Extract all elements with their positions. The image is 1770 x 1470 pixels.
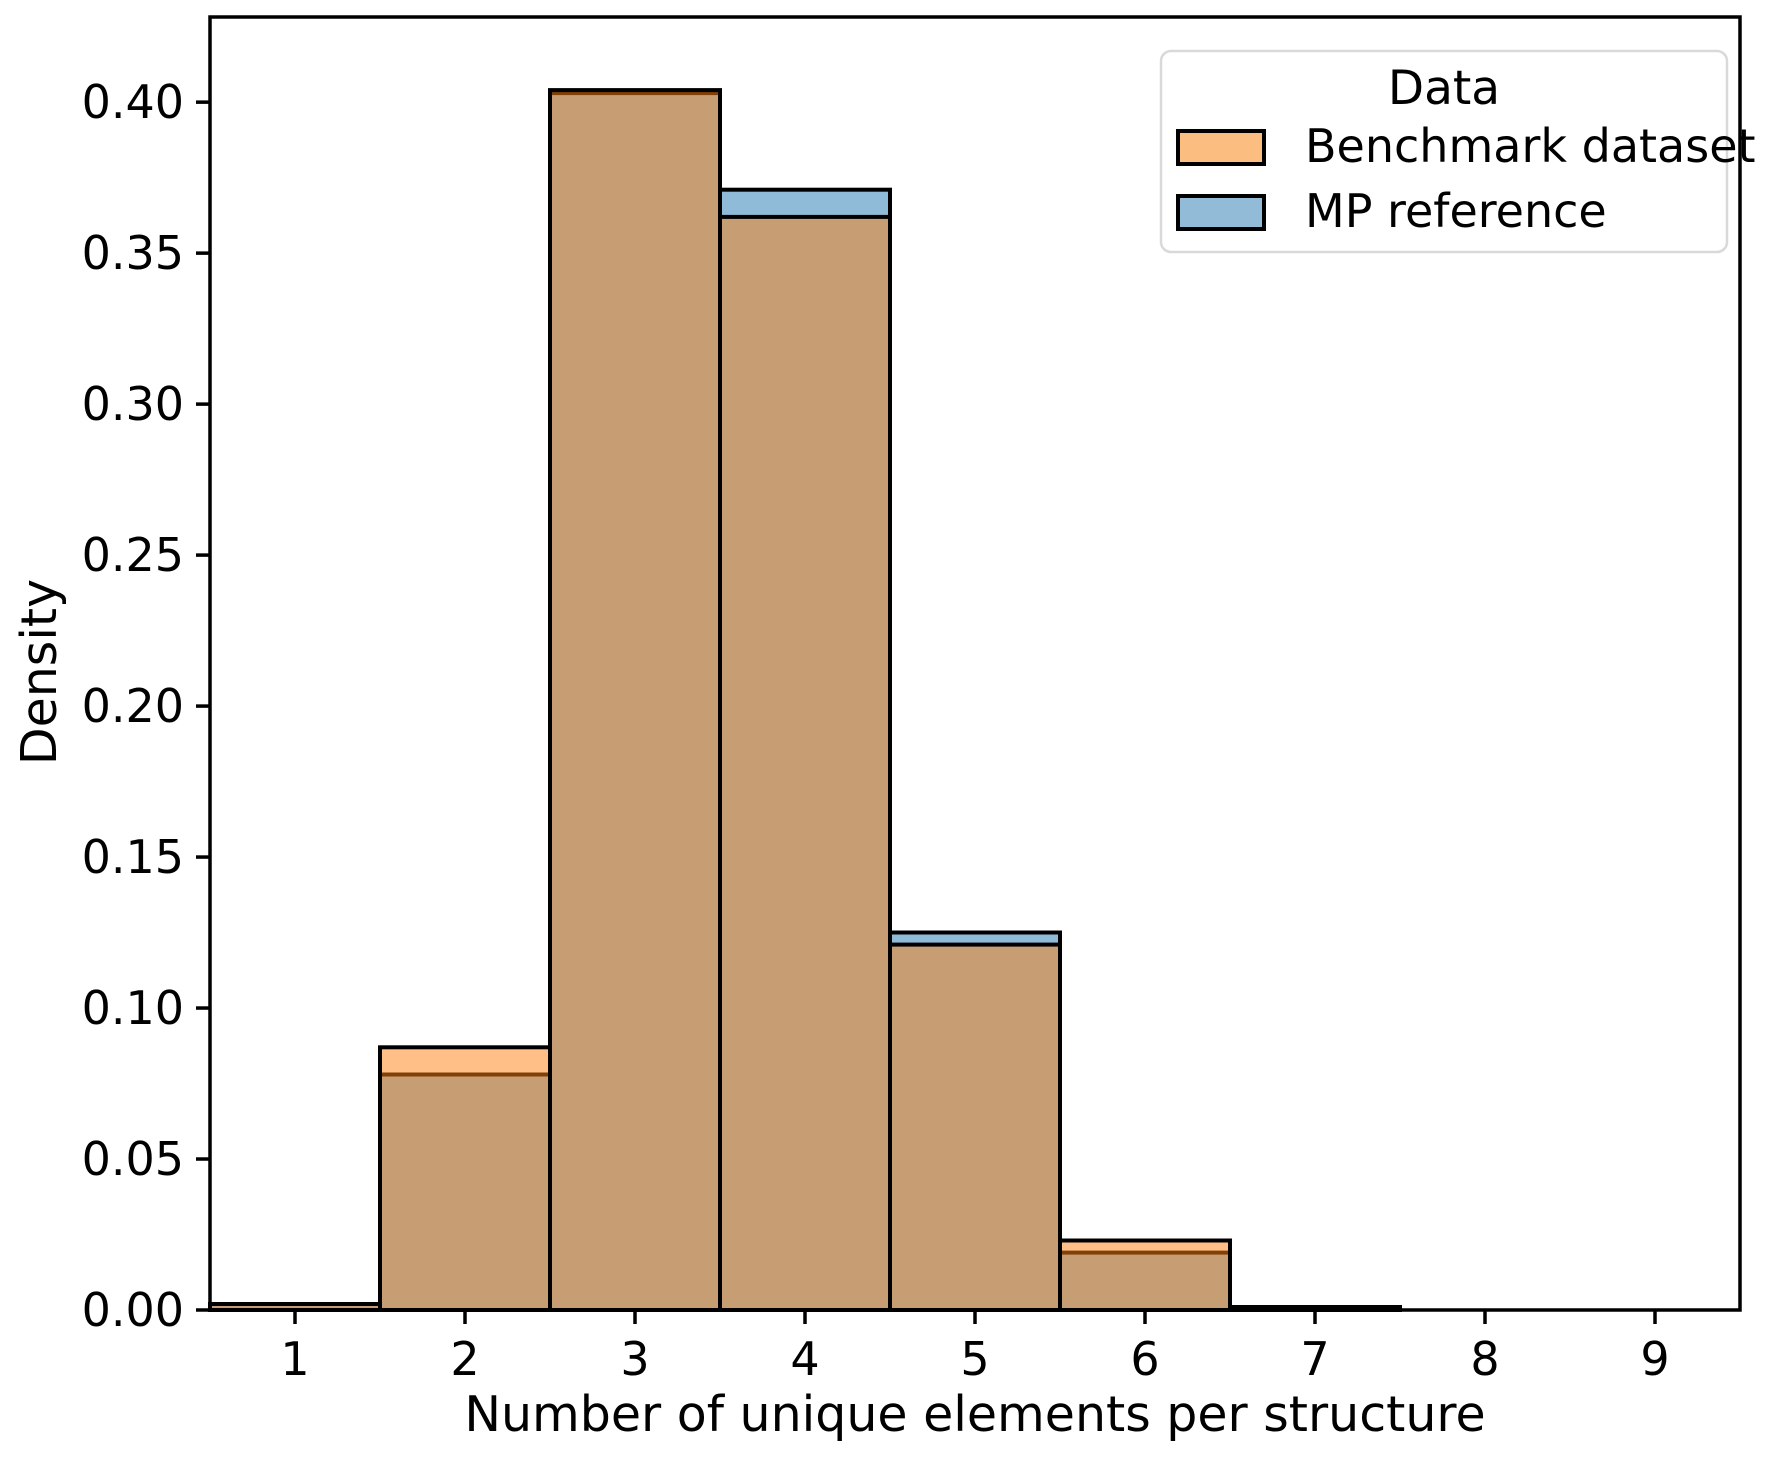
y-tick-label: 0.10 (82, 981, 184, 1035)
legend-label-benchmark: Benchmark dataset (1305, 119, 1756, 173)
y-axis-ticks: 0.00 0.05 0.10 0.15 0.20 0.25 0.30 0.35 0.40 (82, 75, 210, 1337)
x-tick-label: 8 (1470, 1332, 1499, 1386)
axes-box (208, 15, 1742, 1312)
x-axis-label: Number of unique elements per structure (464, 1386, 1485, 1443)
legend-swatch-benchmark (1176, 129, 1266, 166)
x-tick-label: 7 (1300, 1332, 1329, 1386)
legend-title: Data (1388, 61, 1500, 116)
y-tick-label: 0.20 (82, 679, 184, 733)
x-tick-label: 5 (960, 1332, 989, 1386)
bar-benchmark-dataset-bin-4 (718, 214, 892, 1312)
legend: Data Benchmark dataset MP reference (1159, 49, 1756, 254)
bar-benchmark-dataset-bin-6 (1058, 1238, 1232, 1312)
x-tick-label: 9 (1640, 1332, 1669, 1386)
x-axis-ticks: 1 2 3 4 5 6 7 8 9 (280, 1310, 1670, 1386)
bar-benchmark-dataset-bin-3 (548, 88, 722, 1313)
bar-benchmark-dataset-bin-5 (888, 942, 1062, 1312)
x-tick-label: 4 (790, 1332, 819, 1386)
x-tick-label: 3 (620, 1332, 649, 1386)
y-tick-label: 0.15 (82, 830, 184, 884)
bars-layer (208, 88, 1402, 1313)
bar-benchmark-dataset-bin-2 (378, 1045, 552, 1313)
y-tick-label: 0.25 (82, 528, 184, 582)
y-tick-label: 0.35 (82, 226, 184, 280)
x-tick-label: 1 (280, 1332, 309, 1386)
y-tick-label: 0.00 (82, 1283, 184, 1337)
y-axis-label: Density (11, 579, 68, 765)
y-tick-label: 0.05 (82, 1132, 184, 1186)
x-tick-label: 2 (450, 1332, 479, 1386)
legend-swatch-mp-reference (1176, 194, 1266, 231)
x-tick-label: 6 (1130, 1332, 1159, 1386)
legend-box (1159, 49, 1729, 254)
y-tick-label: 0.30 (82, 377, 184, 431)
legend-label-mp-reference: MP reference (1305, 184, 1607, 238)
y-tick-label: 0.40 (82, 75, 184, 129)
